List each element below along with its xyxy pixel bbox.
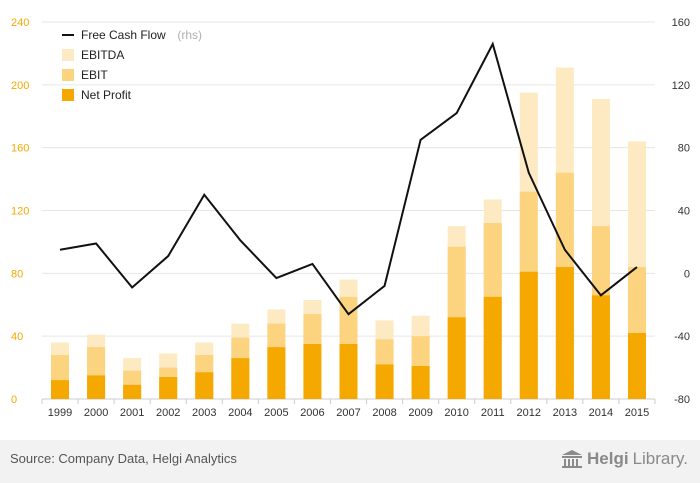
bar-net-profit xyxy=(483,296,502,399)
brand-name: Helgi xyxy=(587,449,629,468)
brand-logo: Helgi Library. xyxy=(561,449,688,469)
x-tick-label: 2014 xyxy=(589,407,613,419)
x-tick-label: 2000 xyxy=(84,407,108,419)
x-tick-label: 2003 xyxy=(192,407,216,419)
x-tick-label: 2010 xyxy=(444,407,468,419)
left-tick-label: 120 xyxy=(11,206,29,218)
bar-net-profit xyxy=(375,364,394,399)
right-tick-label: -40 xyxy=(674,331,690,343)
right-tick-label: 120 xyxy=(672,80,690,92)
bar-net-profit xyxy=(267,347,286,399)
bar-net-profit xyxy=(411,366,430,399)
legend-label-net-profit: Net Profit xyxy=(81,88,132,102)
legend-label-ebitda: EBITDA xyxy=(81,48,124,62)
bar-net-profit xyxy=(447,317,466,399)
x-tick-label: 2008 xyxy=(372,407,396,419)
bar-net-profit xyxy=(591,295,610,399)
legend-suffix: (rhs) xyxy=(177,28,202,42)
right-tick-label: 0 xyxy=(684,268,690,280)
x-tick-label: 2004 xyxy=(228,407,252,419)
brand-suffix: Library. xyxy=(632,449,688,468)
x-tick-label: 2002 xyxy=(156,407,180,419)
chart: 0 40 80 120 160 200 240 -80 -40 0 40 80 120 160 1999 20… xyxy=(11,17,690,419)
source-note: Source: Company Data, Helgi Analytics xyxy=(10,451,237,466)
bar-net-profit xyxy=(519,271,538,399)
x-tick-label: 2012 xyxy=(517,407,541,419)
footer: Source: Company Data, Helgi Analytics He… xyxy=(0,440,700,483)
x-tick-label: 2007 xyxy=(336,407,360,419)
bar-net-profit xyxy=(339,344,358,399)
legend-label-free-cash-flow: Free Cash Flow xyxy=(81,28,166,42)
bar-net-profit xyxy=(195,372,214,399)
x-tick-label: 1999 xyxy=(48,407,72,419)
x-tick-label: 2013 xyxy=(553,407,577,419)
bar-net-profit xyxy=(555,267,574,399)
legend-swatch-ebitda xyxy=(62,49,74,61)
legend-swatch-net-profit xyxy=(62,89,74,101)
right-tick-label: 40 xyxy=(678,206,690,218)
x-tick-label: 2011 xyxy=(481,407,505,419)
right-tick-label: -80 xyxy=(674,394,690,406)
bar-net-profit xyxy=(123,384,142,399)
left-tick-label: 80 xyxy=(11,268,23,280)
bar-net-profit xyxy=(87,375,106,399)
left-tick-label: 0 xyxy=(11,394,17,406)
x-tick-label: 2005 xyxy=(264,407,288,419)
bar-net-profit xyxy=(51,380,70,399)
left-tick-label: 200 xyxy=(11,80,29,92)
bar-net-profit xyxy=(303,344,322,399)
bar-net-profit xyxy=(159,377,178,399)
left-tick-label: 240 xyxy=(11,17,29,29)
x-tick-label: 2001 xyxy=(120,407,144,419)
building-icon xyxy=(562,450,582,468)
legend-swatch-ebit xyxy=(62,69,74,81)
left-tick-label: 160 xyxy=(11,143,29,155)
x-tick-label: 2015 xyxy=(625,407,649,419)
right-tick-label: 160 xyxy=(672,17,690,29)
legend-label-ebit: EBIT xyxy=(81,68,108,82)
x-tick-label: 2006 xyxy=(300,407,324,419)
bar-net-profit xyxy=(231,358,250,399)
x-tick-label: 2009 xyxy=(408,407,432,419)
bar-net-profit xyxy=(627,333,646,399)
left-tick-label: 40 xyxy=(11,331,23,343)
right-tick-label: 80 xyxy=(678,143,690,155)
